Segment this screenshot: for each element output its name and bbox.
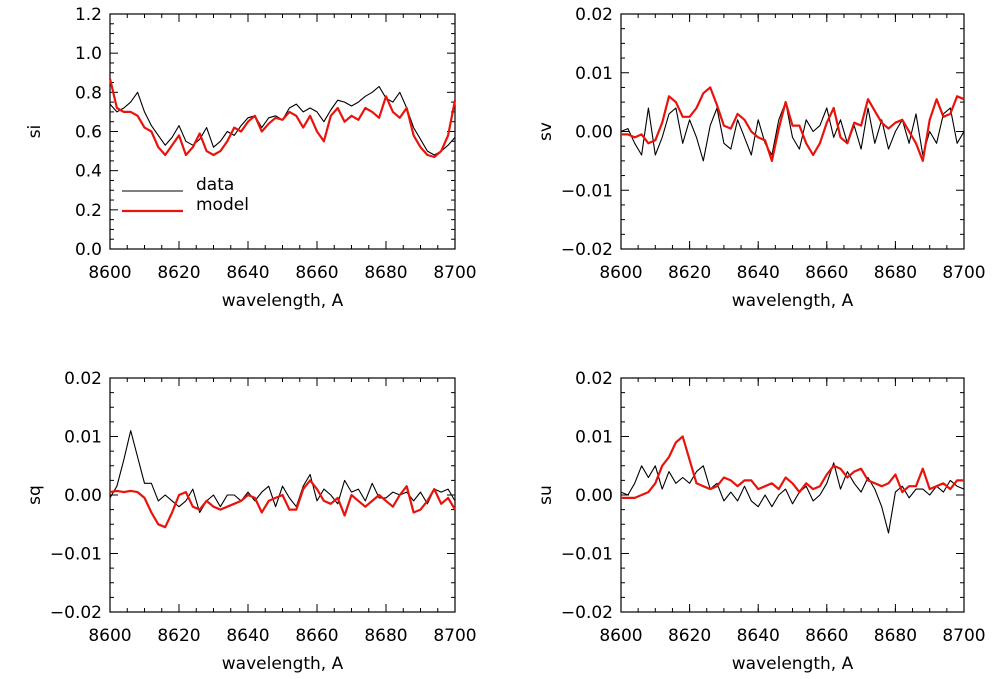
panel-1-series-model: [108, 78, 457, 159]
panel-4-ytick-label: 0.01: [575, 428, 613, 448]
panel-4-ytick-label: −0.02: [561, 603, 613, 623]
panel-3-ytick-label: −0.02: [50, 603, 102, 623]
panel-4-xtick-label: 8700: [942, 626, 985, 646]
panel-1-legend-label-model: model: [196, 195, 249, 215]
panel-4-xtick-label: 8600: [599, 626, 642, 646]
panel-2-xlabel: wavelength, A: [732, 291, 854, 311]
panel-2-ytick-label: −0.01: [561, 181, 613, 201]
panel-1-ytick-label: 1.2: [75, 5, 102, 25]
panel-4-xtick-label: 8680: [874, 626, 917, 646]
panel-1-xtick-label: 8640: [226, 263, 269, 283]
panel-2-ylabel: sv: [536, 122, 556, 141]
panel-2-ytick-label: 0.01: [575, 64, 613, 84]
panel-1-xtick-label: 8620: [157, 263, 200, 283]
panel-2-frame: [620, 13, 965, 250]
panel-3-ytick-label: 0.00: [64, 486, 102, 506]
panel-3-xlabel: wavelength, A: [222, 654, 344, 674]
panel-3-xtick-label: 8600: [88, 626, 131, 646]
panel-4-ytick-label: 0.02: [575, 369, 613, 389]
panel-4-frame: [620, 377, 965, 613]
panel-1-legend-label-data: data: [196, 175, 234, 195]
panel-1-xtick-label: 8660: [295, 263, 338, 283]
panel-1-xlabel: wavelength, A: [222, 291, 344, 311]
panel-1-xtick-label: 8700: [433, 263, 476, 283]
panel-4-xtick-label: 8620: [668, 626, 711, 646]
panel-1-ytick-label: 0.8: [75, 83, 102, 103]
panel-2-ytick-label: 0.00: [575, 123, 613, 143]
panel-1-frame: [109, 13, 456, 250]
panel-2-ytick-label: 0.02: [575, 5, 613, 25]
panel-4-series-model: [621, 435, 964, 499]
panel-3-xtick-label: 8660: [295, 626, 338, 646]
panel-1-ytick-label: 1.0: [75, 44, 102, 64]
panel-1-xtick-label: 8680: [364, 263, 407, 283]
panel-1-ylabel: si: [25, 125, 45, 139]
panel-4-ylabel: su: [536, 485, 556, 505]
panel-1-ytick-label: 0.6: [75, 123, 102, 143]
panel-2-xtick-label: 8700: [942, 263, 985, 283]
panel-3-series-model: [109, 479, 456, 529]
panel-2-series-data: [620, 101, 965, 162]
panel-4-xtick-label: 8640: [737, 626, 780, 646]
panel-3-ylabel: sq: [25, 485, 45, 505]
panel-2-xtick-label: 8640: [737, 263, 780, 283]
panel-4-ytick-label: −0.01: [561, 545, 613, 565]
panel-3-series-data: [109, 430, 456, 514]
panel-2-series-model: [621, 86, 965, 162]
panel-3-xtick-label: 8640: [226, 626, 269, 646]
panel-2-xtick-label: 8680: [874, 263, 917, 283]
panel-3-xtick-label: 8700: [433, 626, 476, 646]
panel-1-ytick-label: 0.2: [75, 201, 102, 221]
panel-4-ytick-label: 0.00: [575, 486, 613, 506]
panel-1-ytick-label: 0.0: [75, 240, 102, 260]
panel-2-xtick-label: 8660: [805, 263, 848, 283]
panel-2-ytick-label: −0.02: [561, 240, 613, 260]
panel-3-xtick-label: 8680: [364, 626, 407, 646]
panel-2-xtick-label: 8600: [599, 263, 642, 283]
panel-4-xlabel: wavelength, A: [732, 654, 854, 674]
panel-4-series-data: [620, 462, 965, 534]
panel-4-xtick-label: 8660: [805, 626, 848, 646]
panel-3-ytick-label: −0.01: [50, 545, 102, 565]
panel-3-xtick-label: 8620: [157, 626, 200, 646]
panel-2-xtick-label: 8620: [668, 263, 711, 283]
panel-3-ytick-label: 0.01: [64, 428, 102, 448]
panel-1-xtick-label: 8600: [88, 263, 131, 283]
panel-1-ytick-label: 0.4: [75, 162, 102, 182]
panel-3-ytick-label: 0.02: [64, 369, 102, 389]
